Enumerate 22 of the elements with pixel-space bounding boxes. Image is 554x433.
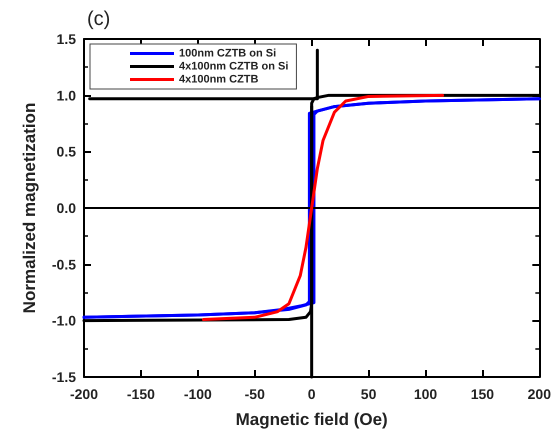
chart-title: (c): [87, 8, 110, 30]
y-tick-label: -0.5: [52, 256, 76, 272]
y-tick-label: 1.5: [56, 31, 76, 47]
x-tick-label: -150: [126, 386, 156, 402]
x-tick-label: 150: [470, 386, 494, 402]
y-tick-label: 0.0: [56, 200, 76, 216]
x-tick-label: 100: [414, 386, 438, 402]
x-tick-label: 50: [360, 386, 377, 402]
x-tick-label: 200: [528, 386, 552, 402]
x-tick-label: -50: [244, 386, 266, 402]
x-tick-label: -200: [70, 386, 98, 402]
y-tick-label: 0.5: [56, 144, 76, 160]
y-tick-label: -1.0: [52, 312, 76, 329]
y-tick-label: 1.0: [56, 87, 76, 104]
legend-label: 4x100nm CZTB: [179, 74, 259, 86]
x-axis-title: Magnetic field (Oe): [236, 410, 388, 429]
x-tick-label: -100: [184, 386, 212, 402]
legend-label: 4x100nm CZTB on Si: [179, 60, 288, 72]
x-tick-label: 0: [308, 386, 316, 402]
y-tick-label: -1.5: [52, 369, 76, 385]
y-axis-title: Normalized magnetization: [20, 102, 39, 314]
legend-label: 100nm CZTB on Si: [179, 48, 276, 60]
